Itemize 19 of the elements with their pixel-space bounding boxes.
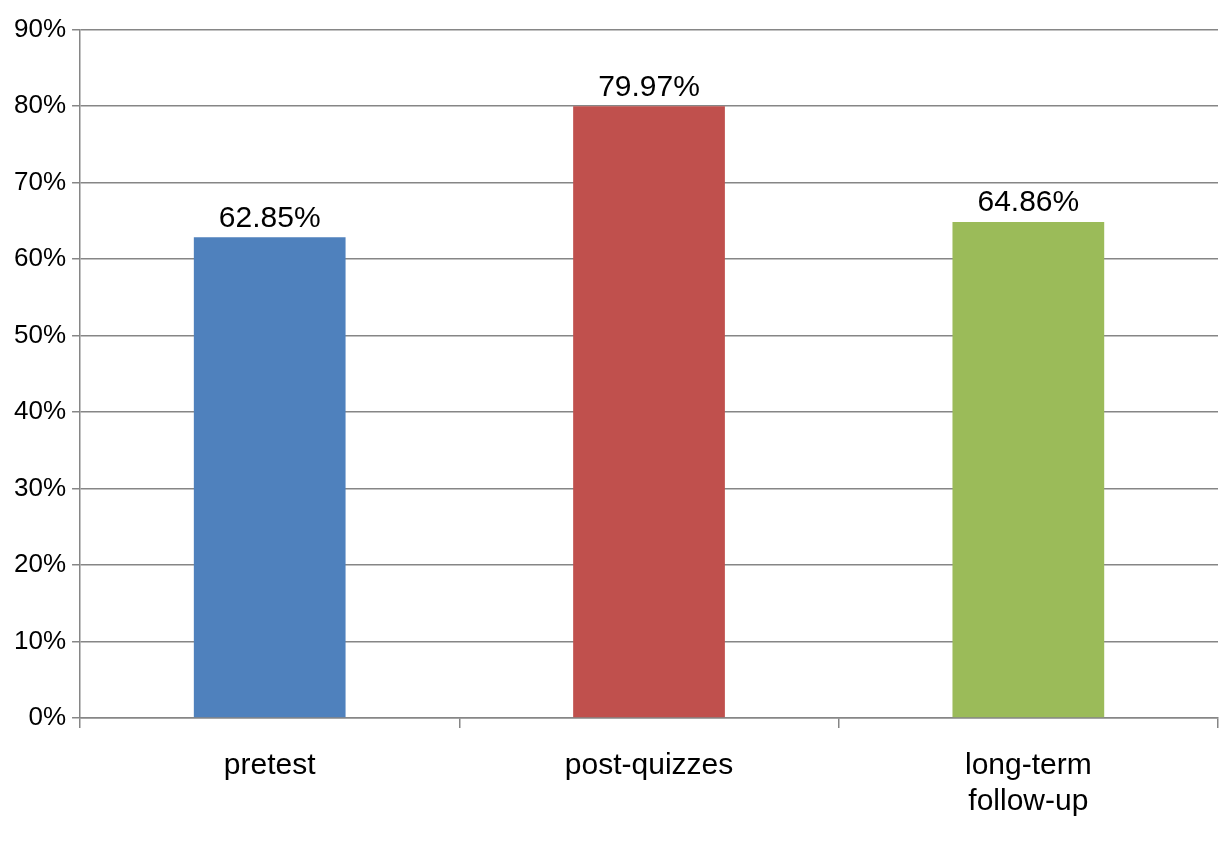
bar [193, 237, 346, 718]
bar [573, 106, 725, 718]
y-tick-label: 60% [13, 242, 67, 273]
x-tick-label: pretest [223, 747, 317, 781]
y-tick-label: 10% [13, 624, 67, 655]
y-tick-label: 90% [13, 12, 67, 43]
y-tick-label: 30% [13, 471, 67, 502]
x-tick-label: long-term follow-up [964, 747, 1092, 817]
y-tick-label: 50% [13, 318, 67, 349]
y-tick-label: 80% [13, 89, 67, 120]
data-label: 64.86% [977, 184, 1080, 218]
x-tick-label: post-quizzes [564, 747, 734, 781]
y-tick-label: 20% [13, 548, 67, 579]
data-label: 79.97% [598, 68, 700, 102]
y-tick-label: 40% [13, 395, 67, 426]
data-label: 62.85% [218, 199, 321, 233]
bar [952, 221, 1105, 718]
y-tick-label: 0% [28, 701, 67, 732]
y-tick-label: 70% [13, 165, 67, 196]
